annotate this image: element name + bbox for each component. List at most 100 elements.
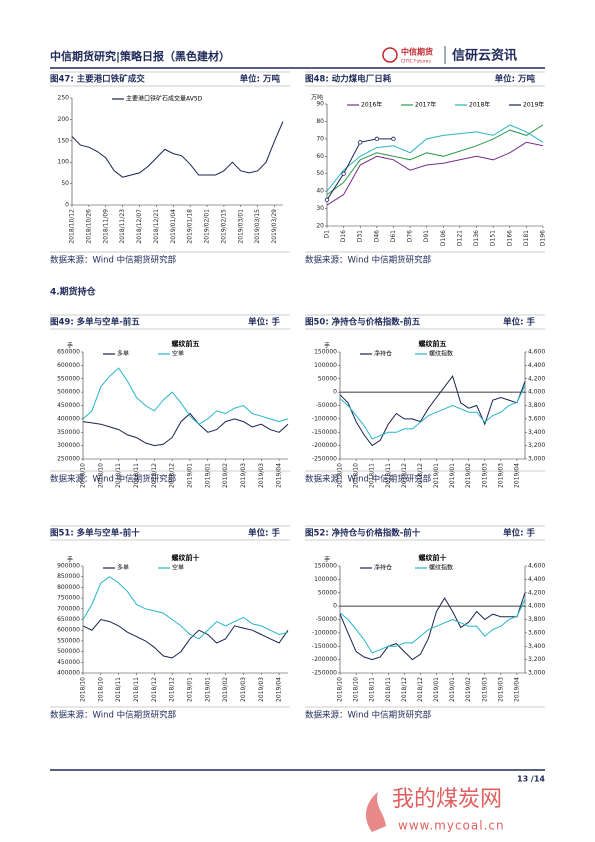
x-tick-label: 2018/12 — [151, 677, 158, 702]
y-tick-label: -100000 — [312, 629, 337, 636]
x-tick-label: 2018/12/21 — [153, 209, 160, 244]
x-tick-label: 2019/02 — [465, 677, 472, 702]
y-tick-label: 550000 — [57, 637, 80, 644]
legend-label: 2018年 — [469, 101, 490, 109]
y-axis-label: 手 — [67, 556, 73, 564]
y2-tick-label: 4,200 — [528, 589, 545, 596]
y2-tick-label: 3,800 — [528, 616, 545, 623]
y-axis-label: 万吨 — [311, 94, 323, 102]
x-tick-label: D181 — [523, 230, 530, 246]
series-marker — [324, 197, 330, 203]
watermark: 我的煤炭网 — [392, 787, 502, 812]
series-line — [326, 124, 544, 192]
watermark-url: www.mycoal.cn — [398, 819, 505, 833]
x-tick-label: 2019/03 — [481, 463, 488, 488]
y-tick-label: 900000 — [57, 563, 80, 570]
chart-title: 螺纹前五 — [419, 339, 447, 348]
x-tick-label: 2019/03 — [258, 677, 265, 702]
series-marker — [358, 140, 363, 145]
y-tick-label: 650000 — [57, 349, 80, 356]
x-tick-label: 2018/11 — [385, 463, 392, 488]
legend-label: 多单 — [117, 564, 129, 572]
figure-source: 数据来源：Wind 中信期货研究部 — [305, 255, 432, 266]
figure-title: 图47: 主要港口铁矿成交 — [50, 74, 145, 85]
logo-en: CITIC Futures — [401, 59, 431, 65]
y-tick-label: 850000 — [57, 573, 80, 580]
figure-source: 数据来源：Wind 中信期货研究部 — [305, 474, 432, 485]
y2-tick-label: 4,200 — [528, 375, 545, 382]
y-tick-label: 150 — [58, 137, 70, 144]
x-tick-label: 2018/11 — [133, 463, 140, 488]
x-tick-label: D136 — [473, 230, 480, 246]
y-tick-label: 30 — [316, 205, 324, 212]
x-tick-label: D61 — [390, 230, 397, 242]
x-tick-label: 2018/11 — [369, 463, 376, 488]
x-tick-label: 2018/11/09 — [102, 209, 109, 244]
y-tick-label: 300000 — [57, 442, 80, 449]
x-tick-label: 2018/10 — [353, 463, 360, 488]
y-tick-label: 600000 — [57, 627, 80, 634]
y2-tick-label: 3,000 — [528, 456, 545, 463]
series-line — [339, 599, 526, 654]
figure-unit: 单位: 万吨 — [240, 74, 281, 85]
y-tick-label: -200000 — [312, 442, 337, 449]
figure-source: 数据来源：Wind 中信期货研究部 — [50, 710, 177, 721]
x-tick-label: 2018/10 — [97, 463, 104, 488]
x-tick-label: 2019/02/15 — [220, 209, 227, 244]
series-line — [339, 385, 526, 440]
chart-title: 螺纹前十 — [419, 553, 447, 562]
figure-title: 图50: 净持仓与价格指数-前五 — [305, 317, 421, 328]
series-line — [339, 592, 526, 661]
page-number: 13 /14 — [517, 775, 545, 784]
x-tick-label: 2018/11 — [385, 677, 392, 702]
x-tick-label: 2018/12 — [401, 677, 408, 702]
y-tick-label: -150000 — [312, 429, 337, 436]
y-tick-label: 50000 — [318, 375, 337, 382]
y-tick-label: 60 — [316, 153, 324, 160]
x-tick-label: 2019/04 — [513, 463, 520, 488]
chart-title: 螺纹前十 — [172, 553, 200, 562]
brand: 信研云资讯 — [452, 48, 517, 64]
x-tick-label: 2018/11 — [133, 677, 140, 702]
series-line — [339, 375, 526, 447]
x-tick-label: 2019/03 — [258, 463, 265, 488]
x-tick-label: 2018/12/07 — [136, 209, 143, 244]
x-tick-label: 2019/02 — [222, 463, 229, 488]
figure-source: 数据来源：Wind 中信期货研究部 — [305, 710, 432, 721]
series-line — [82, 576, 289, 640]
x-tick-label: 2018/11 — [115, 677, 122, 702]
x-tick-label: 2019/01/04 — [170, 209, 177, 244]
legend-label: 2016年 — [361, 101, 382, 109]
y-tick-label: 400000 — [57, 415, 80, 422]
figure-title: 图48: 动力煤电厂日耗 — [305, 74, 392, 85]
series-line — [82, 367, 289, 425]
figure-unit: 单位: 手 — [248, 317, 280, 328]
y-tick-label: -100000 — [312, 415, 337, 422]
y2-tick-label: 3,200 — [528, 656, 545, 663]
figure-unit: 单位: 万吨 — [495, 74, 536, 85]
y2-tick-label: 3,600 — [528, 415, 545, 422]
y-tick-label: 0 — [333, 603, 337, 610]
legend-label: 主要港口铁矿石成交量AV5D — [126, 95, 203, 103]
y-tick-label: 450000 — [57, 659, 80, 666]
y-tick-label: 350000 — [57, 429, 80, 436]
series-line — [326, 138, 394, 201]
y2-tick-label: 3,400 — [528, 429, 545, 436]
figure-source: 数据来源：Wind 中信期货研究部 — [50, 255, 177, 266]
x-tick-label: 2019/03/15 — [254, 209, 261, 244]
x-tick-label: 2018/11/23 — [119, 209, 126, 244]
y-tick-label: 100000 — [314, 576, 337, 583]
chart-title: 螺纹前五 — [172, 339, 200, 348]
y-tick-label: -50000 — [316, 402, 337, 409]
x-tick-label: D196 — [540, 230, 547, 246]
y-tick-label: 800000 — [57, 584, 80, 591]
legend-label: 净持仓 — [374, 350, 392, 358]
legend-label: 净持仓 — [374, 564, 392, 572]
x-tick-label: 2018/10 — [80, 463, 87, 488]
y-tick-label: 50000 — [318, 589, 337, 596]
legend-label: 2019年 — [523, 101, 544, 109]
y2-tick-label: 3,400 — [528, 643, 545, 650]
y-tick-label: 0 — [333, 389, 337, 396]
x-tick-label: 2019/03 — [497, 463, 504, 488]
